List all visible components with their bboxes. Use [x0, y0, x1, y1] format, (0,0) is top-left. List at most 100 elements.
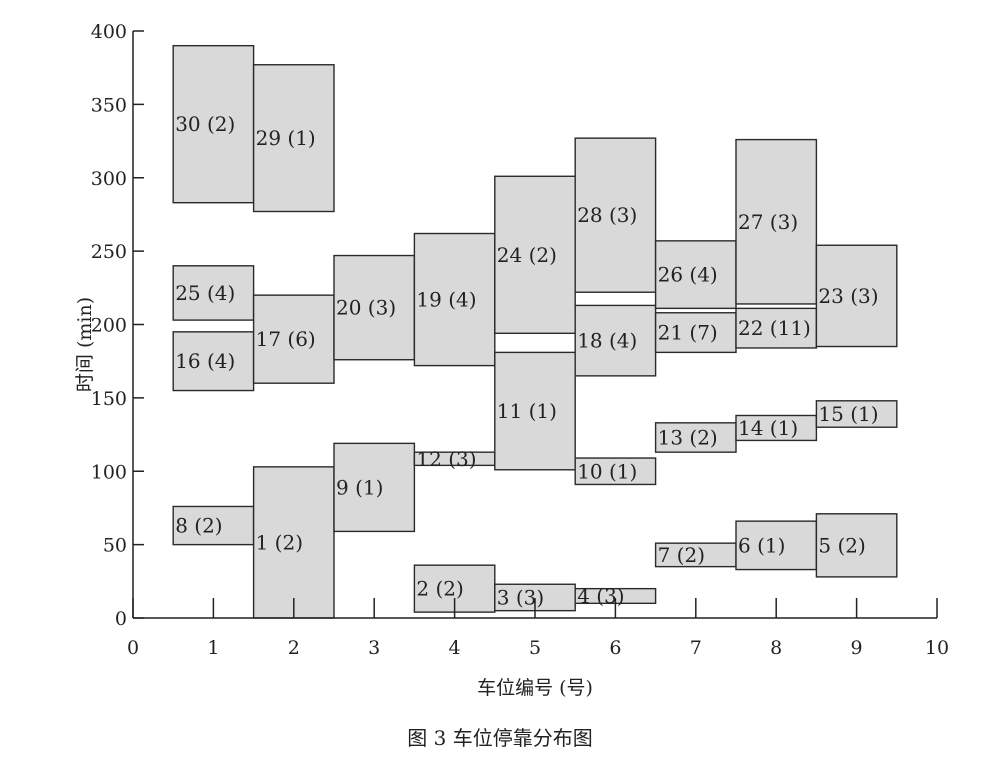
y-tick-label: 350 — [91, 94, 127, 116]
bar-label: 11 (1) — [497, 399, 557, 423]
figure-caption: 图 3 车位停靠分布图 — [407, 726, 593, 750]
bar-group: 10 (1) — [574, 457, 657, 486]
bar — [735, 520, 818, 571]
bar-label: 25 (4) — [175, 281, 235, 305]
y-tick-label: 100 — [91, 461, 127, 483]
bar-label: 14 (1) — [738, 416, 798, 440]
bar — [333, 442, 416, 533]
bar-label: 8 (2) — [175, 514, 222, 538]
bar-label: 13 (2) — [658, 425, 718, 449]
x-tick-label: 6 — [609, 637, 621, 659]
bar — [815, 513, 898, 578]
bar-label: 18 (4) — [577, 329, 637, 353]
bar — [494, 175, 576, 335]
bar-group: 12 (3) — [413, 447, 496, 471]
bar-group: 18 (4) — [574, 304, 657, 377]
bar — [654, 312, 737, 354]
bar — [252, 64, 335, 213]
bar-group: 28 (3) — [574, 137, 657, 293]
bar-group: 1 (2) — [252, 466, 335, 619]
bar-group: 30 (2) — [172, 44, 255, 204]
y-tick-label: 300 — [91, 168, 127, 190]
x-tick-label: 2 — [288, 637, 300, 659]
bar — [252, 294, 335, 384]
x-tick-label: 1 — [207, 637, 219, 659]
bar-label: 4 (3) — [577, 584, 624, 608]
bar — [172, 331, 255, 392]
bar-group: 6 (1) — [735, 520, 818, 571]
bar-label: 2 (2) — [416, 577, 463, 601]
bar — [735, 414, 818, 442]
bar-label: 10 (1) — [577, 459, 637, 483]
bar — [413, 232, 496, 367]
bar-group: 23 (3) — [815, 244, 898, 348]
bar-label: 9 (1) — [336, 475, 383, 499]
bar — [172, 44, 255, 204]
bar-label: 22 (11) — [738, 316, 811, 340]
bar-group: 7 (2) — [654, 542, 737, 568]
x-tick-label: 9 — [851, 637, 863, 659]
bar-label: 24 (2) — [497, 243, 557, 267]
bar-group: 26 (4) — [654, 240, 737, 310]
bar — [574, 137, 657, 293]
bar-label: 6 (1) — [738, 533, 785, 557]
x-tick-label: 8 — [770, 637, 782, 659]
bar-label: 23 (3) — [818, 284, 878, 308]
bar-label: 19 (4) — [416, 288, 476, 312]
y-tick-label: 250 — [91, 241, 127, 263]
bar-label: 29 (1) — [256, 126, 316, 150]
bar-group: 5 (2) — [815, 513, 898, 578]
x-tick-label: 5 — [529, 637, 541, 659]
bar-label: 5 (2) — [818, 533, 865, 557]
bar-label: 15 (1) — [818, 402, 878, 426]
bar — [172, 265, 255, 321]
bar — [654, 240, 737, 310]
bars-layer: 30 (2) 25 (4) 16 (4) 8 (2) 29 (1) 17 (6) 1 (2)… — [172, 44, 898, 619]
x-tick-label: 7 — [690, 637, 702, 659]
parking-distribution-chart: 30 (2)25 (4)16 (4)8 (2)29 (1)17 (6)1 (2)… — [74, 21, 949, 699]
bar-label: 20 (3) — [336, 296, 396, 320]
bar-label: 1 (2) — [256, 530, 303, 554]
y-tick-label: 400 — [91, 21, 127, 43]
bar-group: 24 (2) — [494, 175, 576, 335]
bar-group: 21 (7) — [654, 312, 737, 354]
bar — [654, 422, 737, 453]
bar-label: 21 (7) — [658, 321, 718, 345]
bar-label: 28 (3) — [577, 203, 637, 227]
bar-label: 30 (2) — [175, 112, 235, 136]
bar — [735, 138, 818, 305]
y-axis-title: 时间 (min) — [74, 297, 96, 392]
x-tick-label: 0 — [127, 637, 139, 659]
bar-label: 26 (4) — [658, 263, 718, 287]
y-tick-label: 0 — [115, 608, 127, 630]
x-tick-label: 4 — [449, 637, 461, 659]
bar-group: 11 (1) — [494, 351, 576, 471]
bar-group: 17 (6) — [252, 294, 335, 384]
bar — [574, 304, 657, 377]
bar-label: 12 (3) — [416, 447, 476, 471]
bar-group: 15 (1) — [815, 400, 898, 428]
bar — [815, 244, 898, 348]
bar-group: 16 (4) — [172, 331, 255, 392]
bar-group: 25 (4) — [172, 265, 255, 321]
bar — [574, 457, 657, 486]
bar-group: 9 (1) — [333, 442, 416, 533]
bar-group: 14 (1) — [735, 414, 818, 442]
bar-group: 22 (11) — [735, 307, 818, 349]
ticks-layer: 0 50 100 150 200 250 300 350 400 0 1 2 3 4 5 6 7 8 9 10 — [91, 21, 949, 659]
bar — [735, 307, 818, 349]
bar-label: 3 (3) — [497, 585, 544, 609]
y-tick-label: 50 — [103, 535, 127, 557]
bar-group: 27 (3) — [735, 138, 818, 305]
bar-group: 8 (2) — [172, 505, 255, 546]
bar-label: 16 (4) — [175, 349, 235, 373]
bar — [815, 400, 898, 428]
bar-group: 20 (3) — [333, 254, 416, 361]
bar — [333, 254, 416, 361]
bar-label: 7 (2) — [658, 543, 705, 567]
bar-label: 17 (6) — [256, 327, 316, 351]
x-tick-label: 3 — [368, 637, 380, 659]
y-tick-label: 200 — [91, 315, 127, 337]
bar-group: 29 (1) — [252, 64, 335, 213]
bar-group: 4 (3) — [574, 584, 657, 608]
